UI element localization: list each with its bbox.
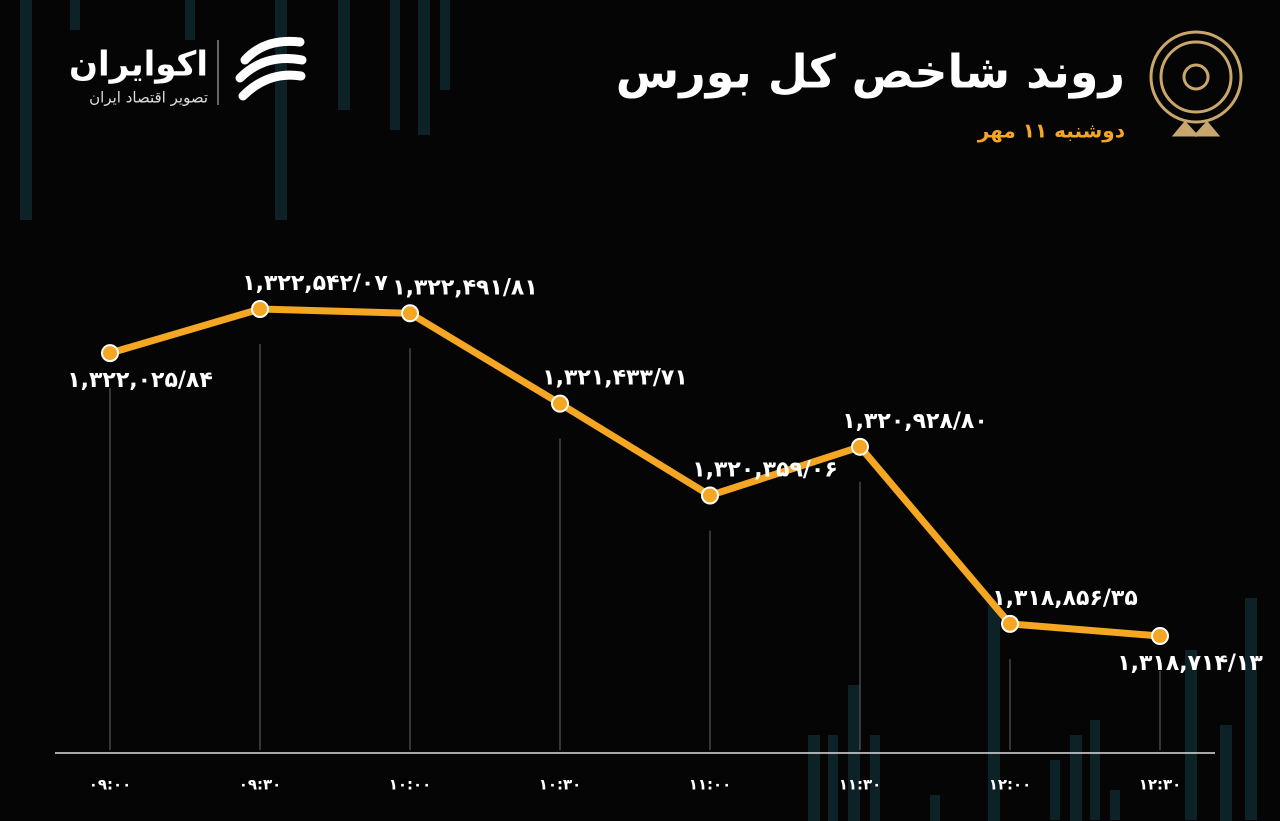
x-tick-label: ۰۹:۳۰ <box>239 776 282 794</box>
point <box>1001 614 1019 633</box>
value-label: ۱,۳۲۲,۴۹۱/۸۱ <box>392 275 538 300</box>
x-tick-label: ۱۱:۳۰ <box>839 776 882 794</box>
brand-name: اکوایران <box>69 45 208 85</box>
value-label: ۱,۳۱۸,۸۵۶/۳۵ <box>992 586 1138 611</box>
point <box>251 300 269 318</box>
x-tick-label: ۱۲:۳۰ <box>1139 776 1182 794</box>
point <box>101 344 119 363</box>
point <box>701 486 719 505</box>
point <box>401 304 419 323</box>
x-tick-label: ۱۰:۳۰ <box>539 776 582 794</box>
value-label: ۱,۳۲۰,۳۵۹/۰۶ <box>692 457 838 482</box>
emblem <box>1149 30 1243 138</box>
chart-subtitle: دوشنبه ۱۱ مهر <box>977 119 1125 143</box>
x-tick-label: ۰۹:۰۰ <box>89 776 132 794</box>
x-tick-label: ۱۲:۰۰ <box>989 776 1032 794</box>
point <box>1151 627 1169 645</box>
line <box>109 305 1161 640</box>
point <box>851 437 869 456</box>
brand-tagline: تصویر اقتصاد ایران <box>89 89 208 107</box>
value-label: ۱,۳۲۰,۹۲۸/۸۰ <box>842 409 988 434</box>
x-tick-label: ۱۰:۰۰ <box>389 776 432 794</box>
value-label: ۱,۳۱۸,۷۱۴/۱۳ <box>1117 651 1263 676</box>
point <box>551 394 569 413</box>
value-label: ۱,۳۲۲,۵۴۲/۰۷ <box>242 271 388 296</box>
chart-title: روند شاخص کل بورس <box>616 45 1125 99</box>
value-label: ۱,۳۲۲,۰۲۵/۸۴ <box>67 368 213 393</box>
brand-logo <box>235 36 307 101</box>
value-label: ۱,۳۲۱,۴۳۳/۷۱ <box>542 366 688 391</box>
x-tick-label: ۱۱:۰۰ <box>689 776 732 794</box>
